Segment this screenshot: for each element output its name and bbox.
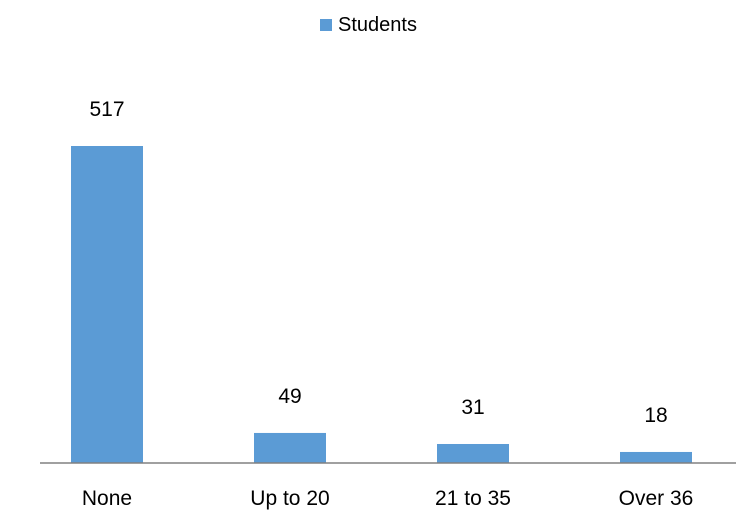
bar-none xyxy=(71,146,143,463)
bar-up-to-20 xyxy=(254,432,326,463)
category-label-over-36: Over 36 xyxy=(619,487,694,510)
legend-label-students: Students xyxy=(338,14,417,36)
data-label-none: 517 xyxy=(89,98,124,121)
data-label-up-to-20: 49 xyxy=(278,385,301,408)
legend: Students xyxy=(320,14,417,36)
category-label-none: None xyxy=(82,487,132,510)
legend-swatch-students xyxy=(320,19,332,31)
data-label-21-to-35: 31 xyxy=(461,396,484,419)
data-label-over-36: 18 xyxy=(644,404,667,427)
bar-over-36 xyxy=(620,451,692,463)
bars-group xyxy=(71,146,692,463)
value-labels-group: 517 49 31 18 xyxy=(89,98,667,427)
category-labels-group: None Up to 20 21 to 35 Over 36 xyxy=(82,487,693,510)
category-label-21-to-35: 21 to 35 xyxy=(435,487,511,510)
bar-21-to-35 xyxy=(437,443,509,463)
category-label-up-to-20: Up to 20 xyxy=(250,487,329,510)
